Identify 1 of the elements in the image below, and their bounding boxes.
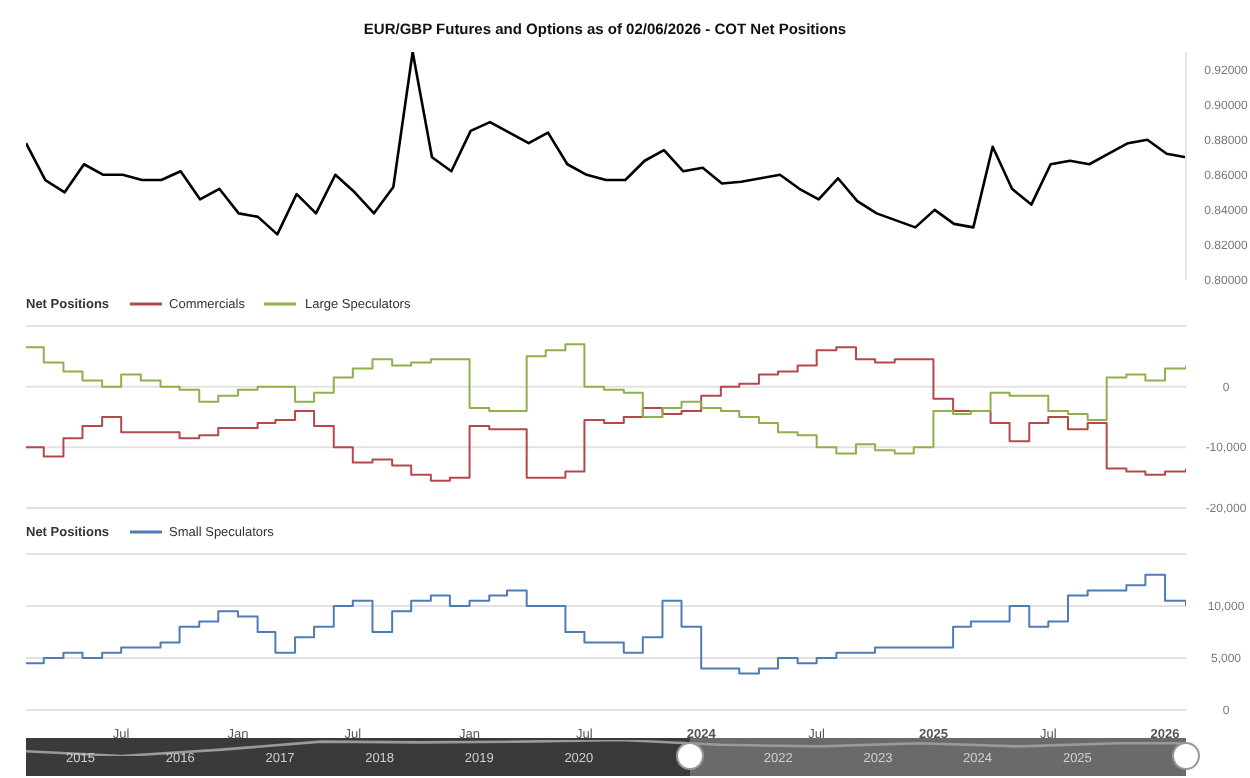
line-series [26, 52, 1186, 236]
